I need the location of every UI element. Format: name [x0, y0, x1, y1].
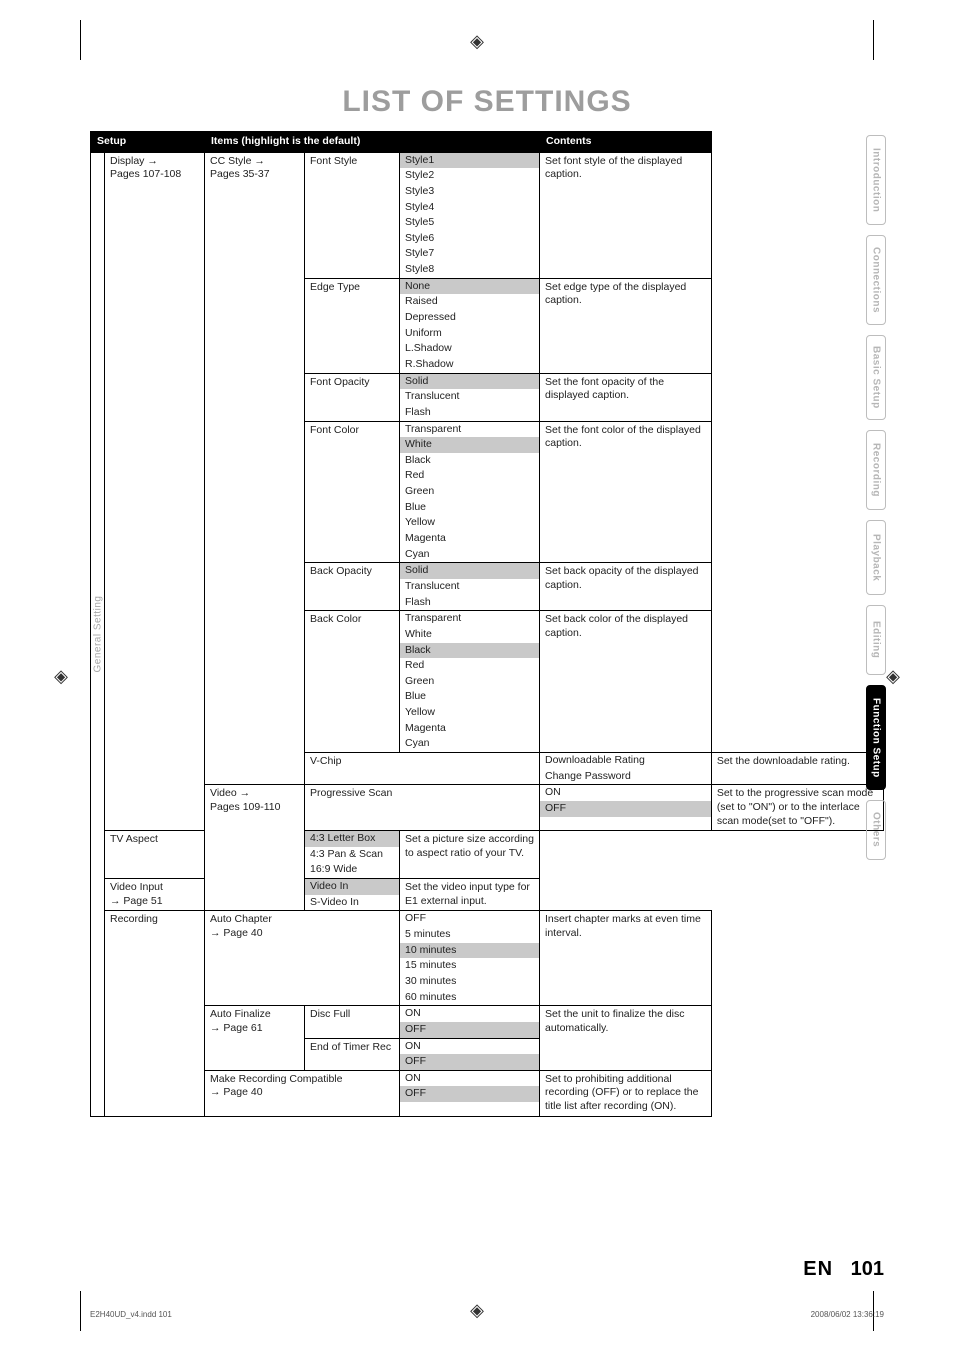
- item-makerec: Make Recording Compatible Page 40: [205, 1070, 400, 1116]
- opts-edge-type: NoneRaisedDepressedUniformL.ShadowR.Shad…: [400, 278, 540, 373]
- item-edge-type: Edge Type: [305, 278, 400, 373]
- section-tabs: Introduction Connections Basic Setup Record…: [866, 135, 886, 860]
- opts-discfull: ONOFF: [400, 1006, 540, 1038]
- opts-videoinput: Video InS-Video In: [305, 879, 400, 911]
- opts-font-opacity: SolidTranslucentFlash: [400, 373, 540, 421]
- crop-mark: [873, 20, 874, 60]
- opts-progressive: ONOFF: [540, 785, 712, 831]
- tab-introduction: Introduction: [866, 135, 886, 225]
- tab-recording: Recording: [866, 430, 886, 510]
- opts-tvaspect: 4:3 Letter Box4:3 Pan & Scan16:9 Wide: [305, 831, 400, 879]
- desc-font-style: Set font style of the displayed caption.: [540, 152, 712, 278]
- th-contents: Contents: [540, 132, 712, 153]
- desc-makerec: Set to prohibiting additional recording …: [540, 1070, 712, 1116]
- item-vchip: V-Chip: [305, 752, 540, 784]
- item-font-style: Font Style: [305, 152, 400, 278]
- tab-others: Others: [866, 800, 886, 860]
- page-title: LIST OF SETTINGS: [90, 85, 884, 119]
- opts-font-color: TransparentWhiteBlackRedGreenBlueYellowM…: [400, 421, 540, 563]
- desc-autofinalize: Set the unit to finalize the disc automa…: [540, 1006, 712, 1071]
- desc-font-opacity: Set the font opacity of the displayed ca…: [540, 373, 712, 421]
- item-tvaspect: TV Aspect: [105, 831, 305, 879]
- desc-back-color: Set back color of the displayed caption.: [540, 611, 712, 753]
- crop-mark: [80, 20, 81, 60]
- opts-vchip: Downloadable RatingChange Password: [540, 752, 712, 784]
- desc-tvaspect: Set a picture size according to aspect r…: [400, 831, 540, 879]
- tab-editing: Editing: [866, 605, 886, 675]
- tab-connections: Connections: [866, 235, 886, 325]
- item-back-color: Back Color: [305, 611, 400, 753]
- th-items: Items (highlight is the default): [205, 132, 540, 153]
- opts-makerec: ONOFF: [400, 1070, 540, 1116]
- item-videoinput: Video Input Page 51: [105, 879, 305, 911]
- reg-mark-icon: ◈: [50, 665, 72, 687]
- submenu-ccstyle: CC Style Pages 35-37: [205, 152, 305, 785]
- desc-back-opacity: Set back opacity of the displayed captio…: [540, 563, 712, 611]
- item-autofinalize: Auto Finalize Page 61: [205, 1006, 305, 1071]
- th-setup: Setup: [91, 132, 205, 153]
- item-discfull: Disc Full: [305, 1006, 400, 1038]
- opts-font-style: Style1Style2Style3Style4Style5Style6Styl…: [400, 152, 540, 278]
- desc-font-color: Set the font color of the displayed capt…: [540, 421, 712, 563]
- print-footline: E2H40UD_v4.indd 101 2008/06/02 13:36:19: [90, 1310, 884, 1319]
- opts-back-color: TransparentWhiteBlackRedGreenBlueYellowM…: [400, 611, 540, 753]
- opts-autochapter: OFF5 minutes10 minutes15 minutes30 minut…: [400, 911, 540, 1006]
- tab-basic-setup: Basic Setup: [866, 335, 886, 420]
- desc-progressive: Set to the progressive scan mode (set to…: [711, 785, 883, 831]
- reg-mark-icon: ◈: [466, 30, 488, 52]
- settings-table: Setup Items (highlight is the default) C…: [90, 131, 884, 1117]
- tab-function-setup: Function Setup: [866, 685, 886, 790]
- item-endtimer: End of Timer Rec: [305, 1038, 400, 1070]
- item-font-color: Font Color: [305, 421, 400, 563]
- item-progressive: Progressive Scan: [305, 785, 540, 831]
- desc-autochapter: Insert chapter marks at even time interv…: [540, 911, 712, 1006]
- menu-display: Display Pages 107-108: [105, 152, 205, 831]
- desc-videoinput: Set the video input type for E1 external…: [400, 879, 540, 911]
- desc-edge-type: Set edge type of the displayed caption.: [540, 278, 712, 373]
- item-autochapter: Auto Chapter Page 40: [205, 911, 400, 1006]
- crop-mark: [80, 1291, 81, 1331]
- page-footer: EN 101: [803, 1258, 884, 1281]
- desc-vchip: Set the downloadable rating.: [711, 752, 883, 784]
- item-font-opacity: Font Opacity: [305, 373, 400, 421]
- vert-group: General Setting: [91, 152, 105, 1116]
- tab-playback: Playback: [866, 520, 886, 595]
- item-back-opacity: Back Opacity: [305, 563, 400, 611]
- opts-back-opacity: SolidTranslucentFlash: [400, 563, 540, 611]
- opts-endtimer: ONOFF: [400, 1038, 540, 1070]
- menu-recording: Recording: [105, 911, 205, 1116]
